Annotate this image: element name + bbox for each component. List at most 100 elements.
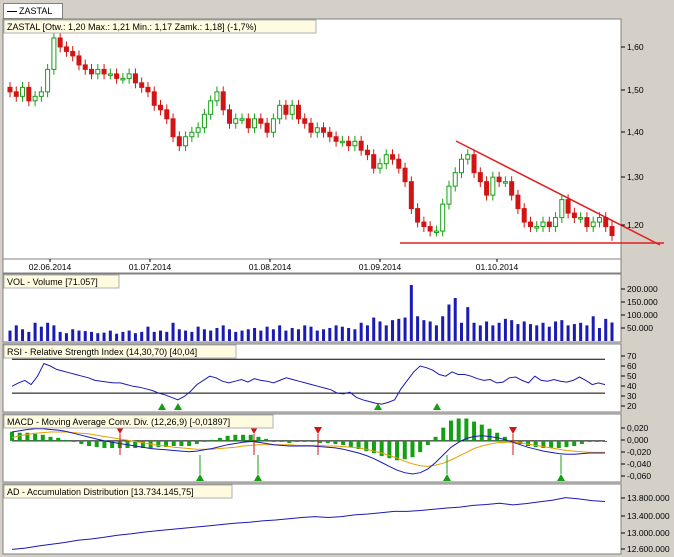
candle-body (333, 136, 339, 142)
candle-body (245, 118, 251, 129)
macd-histogram-bar (310, 440, 315, 442)
volume-y-tick-label: 150.000 (627, 297, 658, 307)
volume-bar (566, 325, 570, 341)
candle-body (527, 221, 533, 228)
volume-bar (52, 325, 56, 341)
date-tick-label: 02.06.2014 (29, 262, 72, 272)
macd-header: MACD - Moving Average Conv. Div. (12,26,… (3, 414, 274, 429)
candle-body (377, 163, 383, 169)
candle-body (496, 176, 502, 183)
volume-bar (265, 326, 269, 341)
rsi-header-text: RSI - Relative Strength Index (14,30,70)… (7, 347, 197, 357)
macd-histogram-bar (171, 440, 176, 446)
macd-histogram-bar (225, 435, 230, 441)
macd-histogram-bar (187, 440, 192, 446)
volume-bar (221, 325, 225, 341)
macd-histogram-bar (217, 437, 222, 441)
volume-bar (108, 330, 112, 341)
volume-bar (271, 329, 275, 341)
candle-body (452, 172, 458, 187)
macd-histogram-bar (210, 439, 215, 441)
macd-histogram-bar (194, 440, 199, 444)
candle-body (339, 140, 345, 144)
volume-bar (290, 327, 294, 341)
volume-bar (33, 322, 37, 341)
ad-y-tick-label: 13.000.000 (627, 528, 670, 538)
macd-histogram-bar (110, 440, 115, 449)
volume-bar (610, 322, 614, 341)
macd-histogram-bar (156, 440, 161, 448)
macd-histogram-bar (418, 440, 423, 453)
candle-body (26, 86, 32, 102)
candle-body (126, 73, 132, 79)
rsi-buy-signal (433, 403, 441, 410)
volume-bar (347, 327, 351, 341)
candle-body (546, 221, 552, 228)
macd-histogram-bar (10, 431, 14, 441)
rsi-y-tick-label: 30 (627, 391, 637, 401)
candle-body (89, 68, 95, 75)
volume-bar (259, 330, 263, 341)
volume-bar (403, 317, 407, 341)
rsi-buy-signal (174, 403, 182, 410)
price-panel[interactable] (2, 18, 622, 260)
volume-bar (278, 325, 282, 341)
volume-bar (39, 326, 43, 341)
macd-header-text: MACD - Moving Average Conv. Div. (12,26,… (7, 417, 230, 427)
candle-body (559, 199, 565, 219)
macd-histogram-bar (133, 440, 138, 449)
macd-histogram-bar (364, 440, 369, 452)
volume-bar (503, 318, 507, 341)
macd-histogram-bar (202, 440, 207, 442)
volume-bar (284, 330, 288, 341)
date-tick-label: 01.10.2014 (476, 262, 519, 272)
macd-histogram-bar (294, 440, 299, 442)
price-y-tick-label: 1,30 (627, 172, 644, 182)
macd-histogram-bar (348, 440, 353, 448)
candle-body (421, 221, 427, 228)
candle-body (371, 154, 377, 169)
macd-histogram-bar (287, 440, 292, 443)
macd-histogram-bar (71, 440, 76, 442)
macd-histogram-bar (241, 434, 246, 441)
candle-body (13, 91, 19, 97)
candle-body (603, 217, 609, 228)
volume-bar (190, 331, 194, 341)
price-y-tick-label: 1,60 (627, 42, 644, 52)
volume-y-tick-label: 100.000 (627, 310, 658, 320)
volume-bar (391, 320, 395, 341)
candle-body (189, 131, 195, 138)
volume-bar (416, 316, 420, 341)
candle-body (170, 118, 176, 138)
candle-body (446, 185, 452, 205)
macd-histogram-bar (341, 440, 346, 445)
volume-bar (378, 321, 382, 341)
volume-bar (315, 330, 319, 341)
candle-body (120, 77, 126, 81)
macd-signal-line (11, 431, 605, 467)
volume-bar (409, 285, 413, 341)
candle-body (45, 68, 51, 93)
volume-bar (510, 320, 514, 341)
volume-bar (14, 325, 18, 341)
volume-bar (585, 325, 589, 341)
macd-histogram-bar (79, 440, 84, 444)
volume-bar (171, 322, 175, 341)
macd-buy-signal (196, 474, 204, 481)
volume-bar (604, 318, 608, 341)
volume-bar (234, 331, 238, 341)
macd-histogram-bar (333, 440, 338, 444)
volume-bar (428, 321, 432, 341)
macd-histogram-bar (464, 418, 469, 441)
candle-body (459, 158, 464, 174)
macd-line (11, 428, 605, 475)
price-header-text: ZASTAL [Otw.: 1,20 Max.: 1,21 Min.: 1,17… (7, 22, 257, 32)
volume-bar (159, 330, 162, 341)
candle-body (609, 226, 615, 237)
macd-y-tick-label: -0,060 (627, 471, 651, 481)
macd-histogram-bar (379, 440, 384, 457)
date-tick-label: 01.09.2014 (359, 262, 402, 272)
macd-histogram-bar (425, 440, 430, 445)
volume-bar (597, 327, 601, 341)
